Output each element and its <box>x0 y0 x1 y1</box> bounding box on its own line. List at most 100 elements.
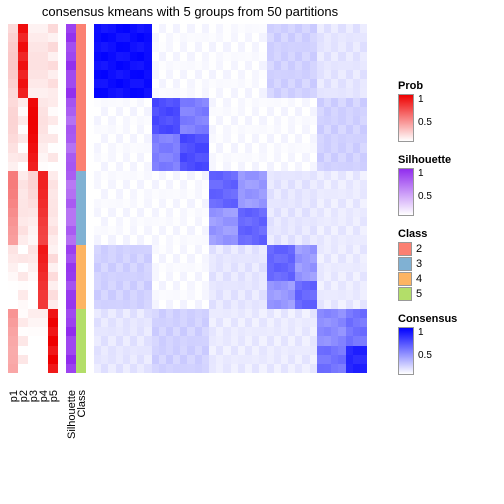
anno-cell <box>48 327 58 336</box>
matrix-cell <box>302 272 309 281</box>
matrix-cell <box>346 290 353 299</box>
matrix-cell <box>259 70 266 79</box>
matrix-cell <box>338 24 345 33</box>
matrix-cell <box>94 300 101 309</box>
matrix-cell <box>274 290 281 299</box>
matrix-cell <box>187 24 194 33</box>
matrix-cell <box>274 79 281 88</box>
matrix-cell <box>94 116 101 125</box>
matrix-cell <box>123 70 130 79</box>
matrix-cell <box>123 263 130 272</box>
matrix-cell <box>101 98 108 107</box>
matrix-cell <box>310 52 317 61</box>
matrix-cell <box>295 180 302 189</box>
anno-cell <box>66 199 76 208</box>
matrix-cell <box>202 346 209 355</box>
matrix-cell <box>252 217 259 226</box>
matrix-cell <box>310 162 317 171</box>
matrix-cell <box>144 189 151 198</box>
matrix-cell <box>101 346 108 355</box>
matrix-cell <box>259 364 266 373</box>
anno-cell <box>76 245 86 254</box>
matrix-cell <box>159 61 166 70</box>
anno-cell <box>76 88 86 97</box>
matrix-cell <box>108 235 115 244</box>
matrix-cell <box>310 309 317 318</box>
anno-cell <box>8 336 18 345</box>
matrix-cell <box>288 199 295 208</box>
anno-cell <box>18 208 28 217</box>
matrix-cell <box>209 162 216 171</box>
matrix-cell <box>144 336 151 345</box>
anno-cell <box>18 254 28 263</box>
matrix-cell <box>152 52 159 61</box>
matrix-cell <box>288 245 295 254</box>
matrix-cell <box>346 52 353 61</box>
matrix-cell <box>152 33 159 42</box>
matrix-cell <box>173 125 180 134</box>
matrix-cell <box>346 327 353 336</box>
matrix-cell <box>360 98 367 107</box>
matrix-cell <box>274 309 281 318</box>
matrix-cell <box>288 79 295 88</box>
matrix-cell <box>173 98 180 107</box>
matrix-cell <box>202 116 209 125</box>
matrix-cell <box>180 346 187 355</box>
matrix-cell <box>94 61 101 70</box>
matrix-cell <box>331 52 338 61</box>
anno-cell <box>76 24 86 33</box>
anno-cell <box>28 24 38 33</box>
matrix-cell <box>281 336 288 345</box>
matrix-cell <box>202 180 209 189</box>
matrix-cell <box>288 125 295 134</box>
matrix-cell <box>353 79 360 88</box>
anno-cell <box>28 199 38 208</box>
matrix-cell <box>94 88 101 97</box>
anno-cell <box>8 189 18 198</box>
matrix-cell <box>144 318 151 327</box>
anno-cell <box>38 208 48 217</box>
matrix-cell <box>202 189 209 198</box>
matrix-cell <box>101 162 108 171</box>
matrix-cell <box>94 125 101 134</box>
matrix-cell <box>180 33 187 42</box>
matrix-cell <box>353 98 360 107</box>
matrix-cell <box>209 199 216 208</box>
matrix-cell <box>137 88 144 97</box>
matrix-cell <box>346 24 353 33</box>
matrix-cell <box>130 290 137 299</box>
anno-cell <box>76 263 86 272</box>
matrix-cell <box>331 263 338 272</box>
matrix-cell <box>187 208 194 217</box>
matrix-cell <box>231 263 238 272</box>
matrix-cell <box>252 180 259 189</box>
matrix-cell <box>173 290 180 299</box>
matrix-cell <box>360 336 367 345</box>
matrix-cell <box>223 272 230 281</box>
matrix-cell <box>238 208 245 217</box>
matrix-cell <box>166 162 173 171</box>
matrix-cell <box>202 300 209 309</box>
matrix-cell <box>144 42 151 51</box>
anno-cell <box>38 79 48 88</box>
matrix-cell <box>231 88 238 97</box>
matrix-cell <box>310 290 317 299</box>
matrix-cell <box>331 245 338 254</box>
anno-cell <box>66 143 76 152</box>
matrix-cell <box>353 180 360 189</box>
matrix-cell <box>331 272 338 281</box>
matrix-cell <box>108 290 115 299</box>
matrix-cell <box>144 88 151 97</box>
matrix-cell <box>101 364 108 373</box>
anno-cell <box>76 309 86 318</box>
matrix-cell <box>238 79 245 88</box>
matrix-cell <box>209 24 216 33</box>
anno-cell <box>18 290 28 299</box>
matrix-cell <box>302 98 309 107</box>
matrix-cell <box>137 336 144 345</box>
anno-cell <box>28 217 38 226</box>
matrix-cell <box>166 189 173 198</box>
matrix-cell <box>130 42 137 51</box>
matrix-cell <box>173 327 180 336</box>
matrix-cell <box>274 318 281 327</box>
